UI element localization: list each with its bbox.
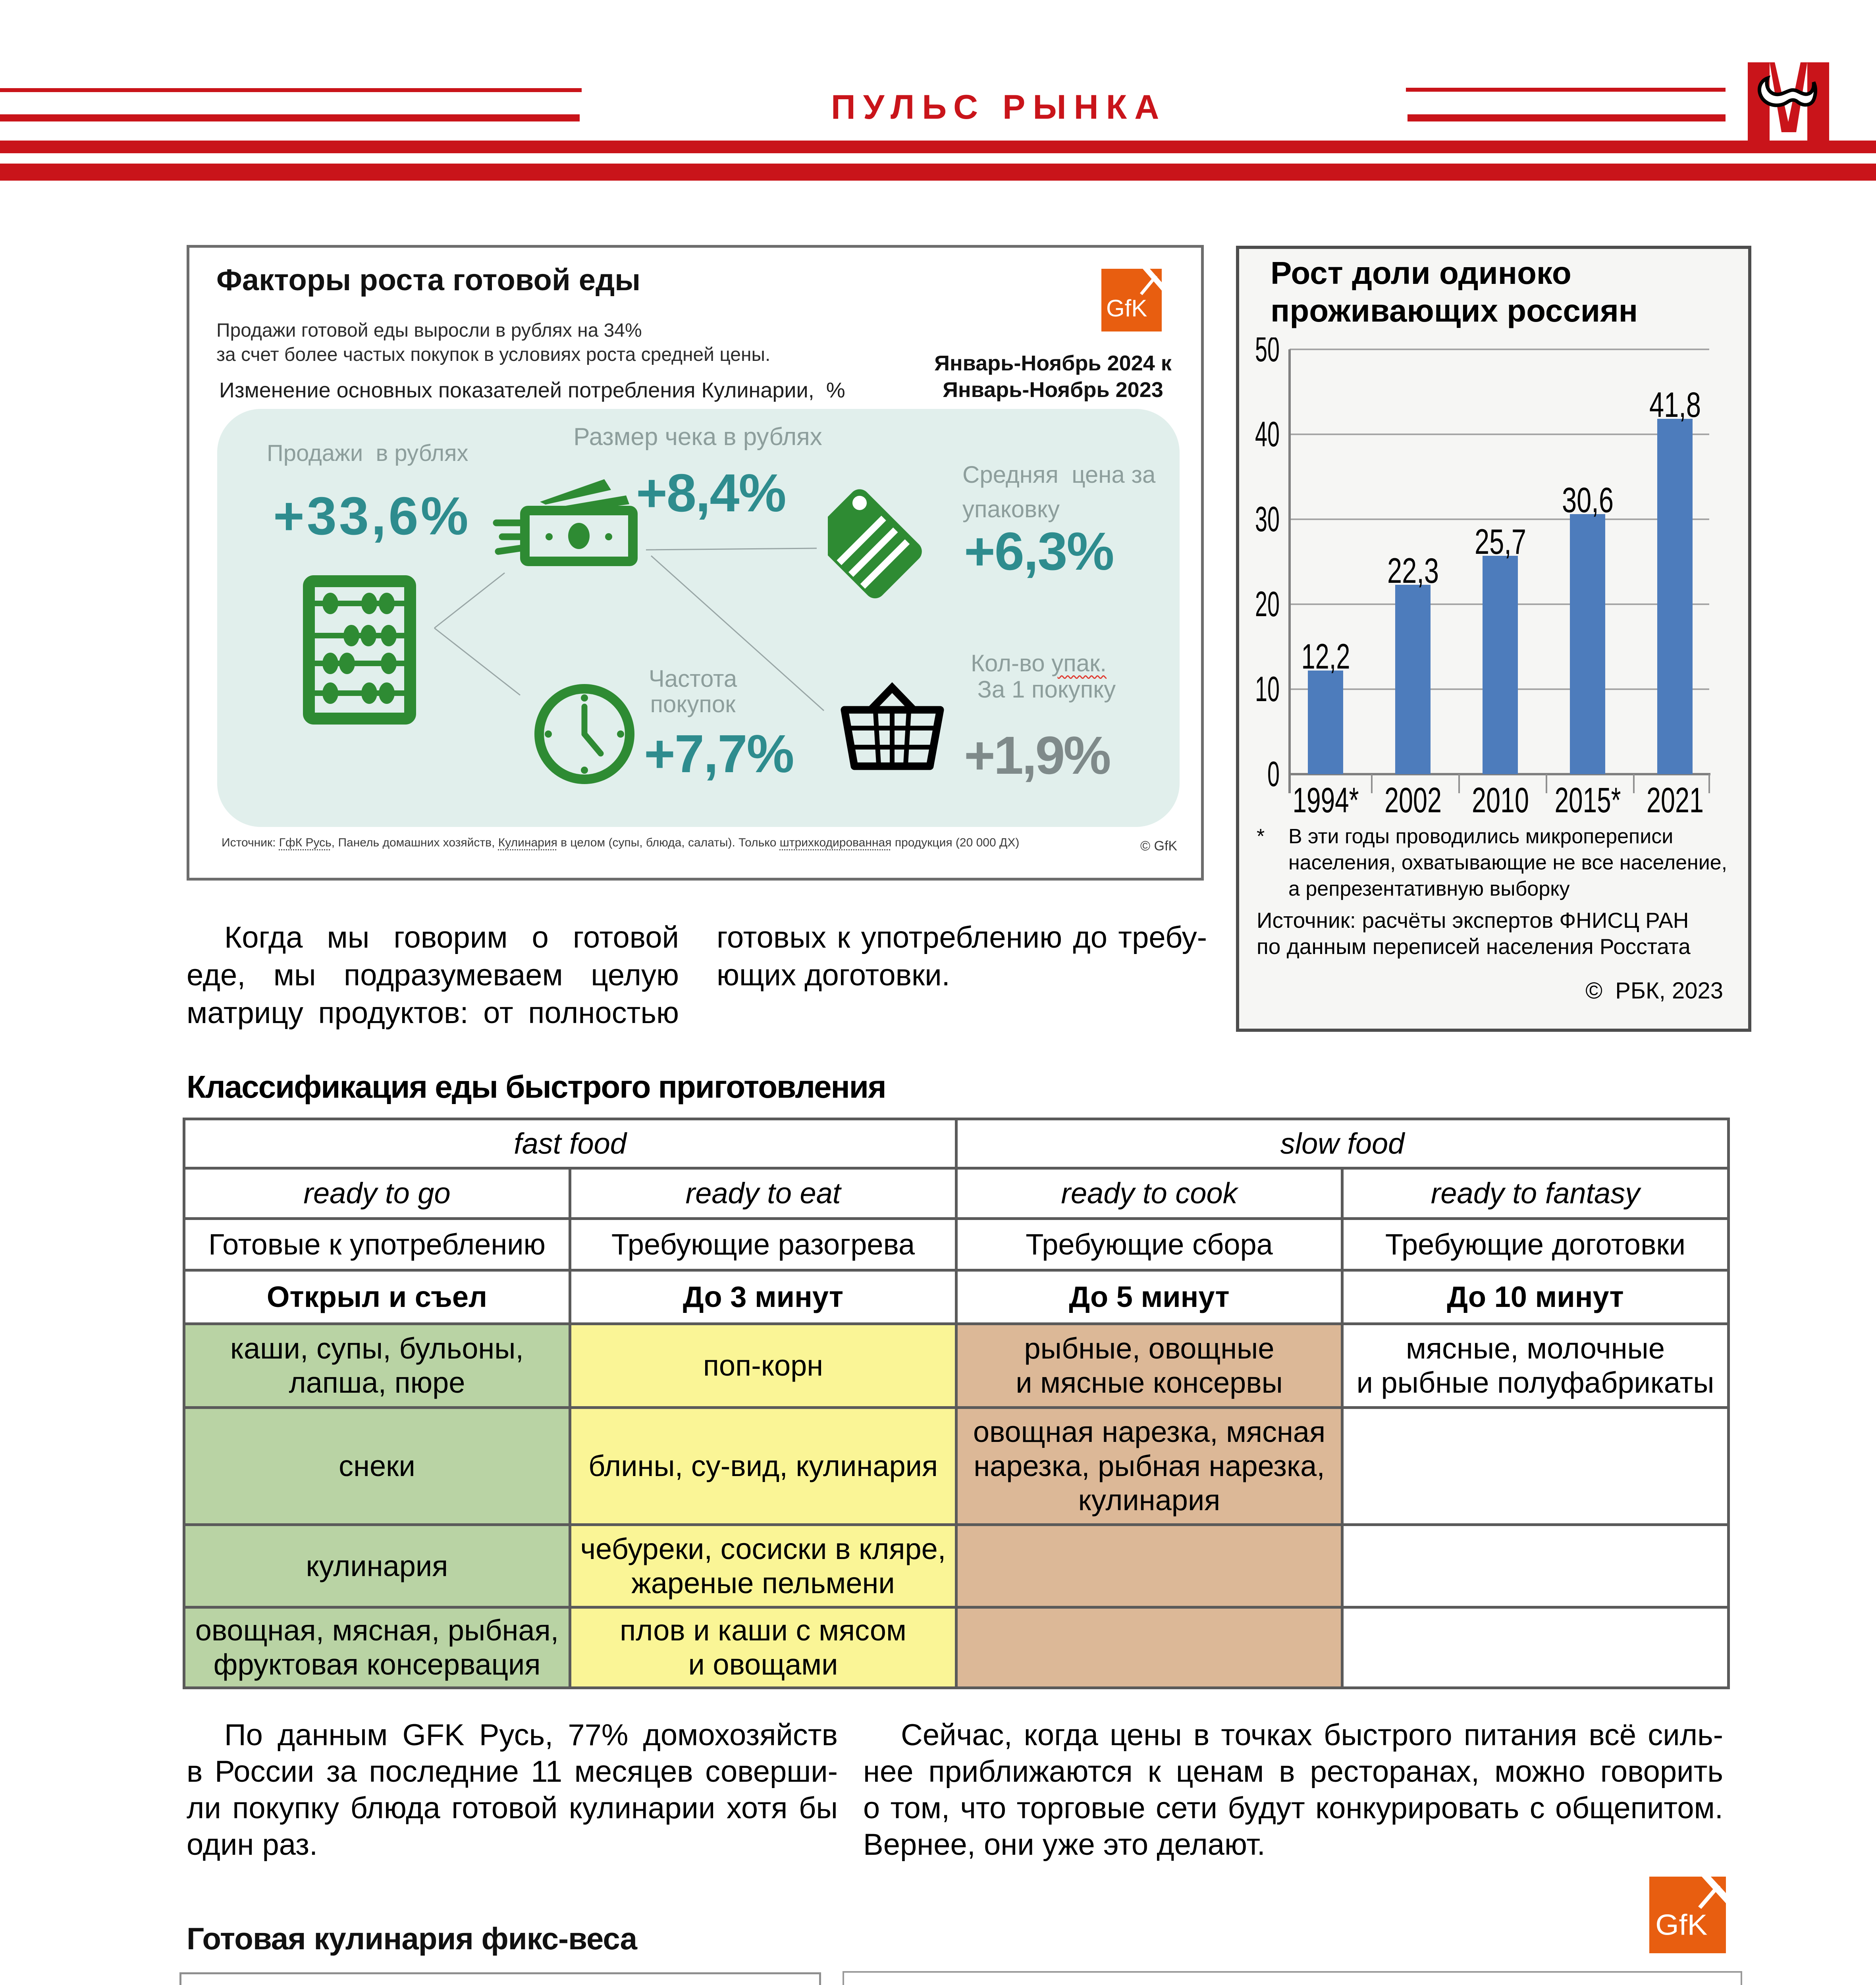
svg-text:1994*: 1994* [1293, 780, 1359, 820]
svg-text:40: 40 [1255, 414, 1280, 454]
svg-text:2010: 2010 [1472, 780, 1529, 820]
svg-text:25,7: 25,7 [1475, 522, 1526, 561]
svg-text:22,3: 22,3 [1387, 551, 1439, 590]
svg-text:30,6: 30,6 [1562, 480, 1614, 520]
svg-text:2015*: 2015* [1555, 780, 1621, 820]
svg-text:GfK: GfK [1655, 1908, 1707, 1941]
svg-text:20: 20 [1255, 584, 1280, 624]
svg-text:2002: 2002 [1384, 780, 1442, 820]
svg-text:GfK: GfK [1106, 295, 1147, 322]
svg-text:10: 10 [1255, 669, 1280, 709]
svg-text:0: 0 [1267, 754, 1280, 794]
svg-text:50: 50 [1255, 337, 1280, 369]
svg-text:41,8: 41,8 [1649, 385, 1701, 424]
svg-text:2021: 2021 [1647, 780, 1704, 820]
svg-text:30: 30 [1255, 499, 1280, 539]
svg-text:12,2: 12,2 [1301, 636, 1350, 676]
